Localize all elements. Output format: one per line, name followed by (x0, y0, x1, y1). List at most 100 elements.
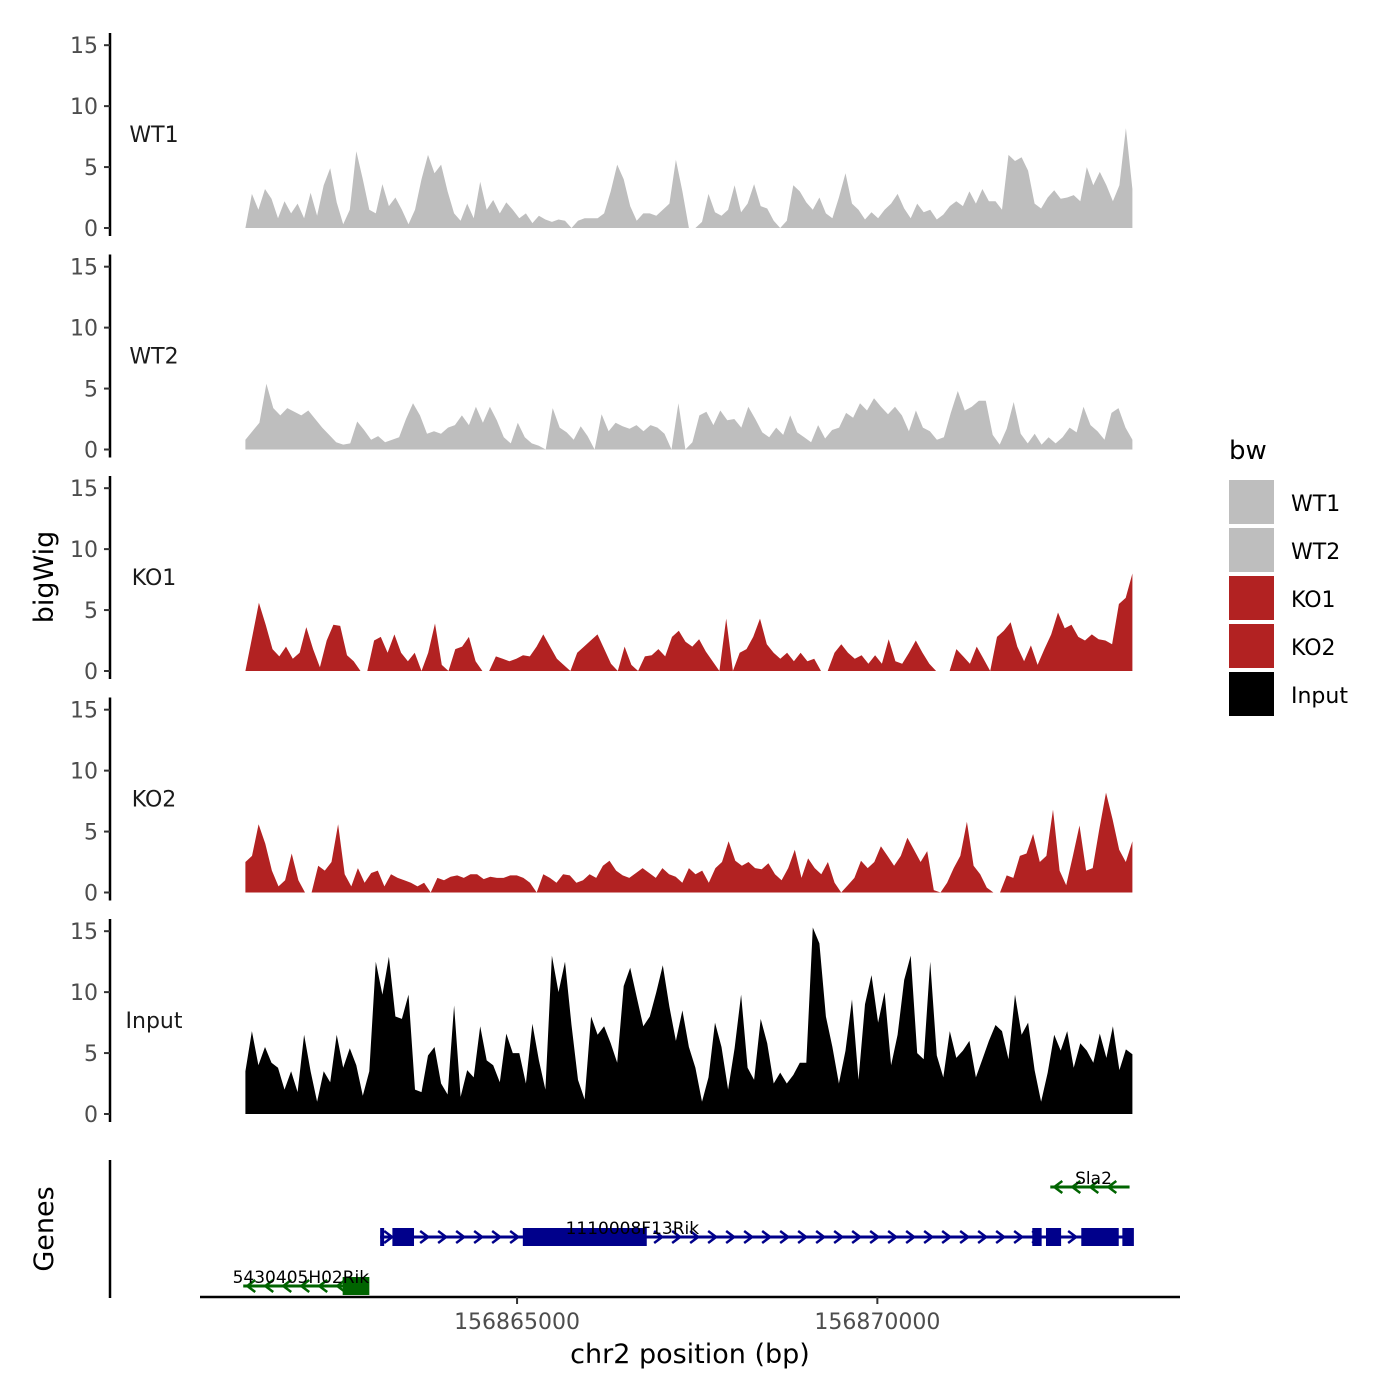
y-tick-label: 0 (84, 439, 98, 464)
series-area-ko1 (245, 573, 1133, 671)
y-tick-label: 0 (84, 1103, 98, 1128)
strand-arrow (707, 1230, 719, 1244)
legend-label: KO2 (1291, 636, 1336, 661)
y-tick-label: 0 (84, 217, 98, 242)
panel-ko1: 0 5 10 15 KO1 (70, 476, 1133, 685)
gene-sla2: Sla2 (1050, 1169, 1130, 1194)
y-tick-label: 5 (84, 599, 98, 624)
strand-arrow (869, 1230, 881, 1244)
strand-arrow (1106, 1180, 1118, 1194)
strand-arrow (797, 1230, 809, 1244)
exon (1122, 1228, 1134, 1246)
exon (1045, 1228, 1062, 1246)
strand-arrow (689, 1230, 701, 1244)
exon (1032, 1228, 1042, 1246)
y-tick-label: 15 (70, 34, 98, 59)
strand-arrow (317, 1279, 328, 1293)
strand-arrow (509, 1230, 521, 1244)
x-axis-title: chr2 position (bp) (570, 1339, 810, 1370)
panel-ko2: 0 5 10 15 KO2 (70, 697, 1133, 907)
genes-panel: Sla2 1110008F13Rik 5430405H02Rik (108, 1160, 1134, 1298)
x-tick-label: 156865000 (454, 1310, 580, 1335)
legend-key-ko1 (1229, 576, 1274, 620)
gene-label: 1110008F13Rik (566, 1219, 700, 1239)
y-tick-label: 0 (84, 660, 98, 685)
exon (522, 1228, 647, 1246)
exon (342, 1277, 370, 1295)
strand-arrow (419, 1230, 431, 1244)
gene-1110008f13rik: 1110008F13Rik (380, 1219, 1134, 1246)
strand-arrow (887, 1230, 899, 1244)
y-tick-label: 15 (70, 256, 98, 281)
panel-wt2: 0 5 10 15 WT2 (70, 254, 1133, 464)
strand-arrow (281, 1279, 292, 1293)
gene-5430405h02rik: 5430405H02Rik (233, 1268, 370, 1295)
strand-arrow (335, 1279, 346, 1293)
track-label: KO1 (132, 566, 177, 591)
strand-arrow (833, 1230, 845, 1244)
y-tick-label: 5 (84, 821, 98, 846)
track-label: Input (126, 1009, 183, 1034)
genes-axis-title: Genes (29, 1186, 60, 1271)
strand-arrow (1052, 1180, 1064, 1194)
series-area-ko2 (245, 792, 1133, 893)
strand-arrow (653, 1230, 665, 1244)
y-tick-label: 15 (70, 699, 98, 724)
y-tick-label: 10 (70, 317, 98, 342)
series-area-input (245, 927, 1133, 1114)
series-area-wt2 (245, 383, 1133, 450)
strand-arrow (455, 1230, 467, 1244)
y-tick-label: 15 (70, 477, 98, 502)
track-label: KO2 (132, 788, 177, 813)
strand-arrow (1088, 1180, 1100, 1194)
x-tick-label: 156870000 (814, 1310, 940, 1335)
y-tick-label: 10 (70, 538, 98, 563)
strand-arrow (1070, 1180, 1082, 1194)
legend-title: bw (1229, 436, 1267, 466)
y-axis-title: bigWig (29, 531, 60, 624)
strand-arrow (263, 1279, 274, 1293)
strand-arrow (1013, 1230, 1025, 1244)
y-tick-label: 5 (84, 156, 98, 181)
strand-arrow (491, 1230, 503, 1244)
strand-arrow (245, 1279, 256, 1293)
strand-arrow (743, 1230, 755, 1244)
exon (1081, 1228, 1119, 1246)
track-label: WT1 (129, 123, 178, 148)
legend-label: Input (1291, 684, 1348, 709)
legend-label: WT1 (1291, 492, 1340, 517)
strand-arrow (977, 1230, 989, 1244)
legend-key-input (1229, 672, 1274, 716)
strand-arrow (725, 1230, 737, 1244)
strand-arrow (995, 1230, 1007, 1244)
strand-arrow (779, 1230, 791, 1244)
legend-label: KO1 (1291, 588, 1336, 613)
y-tick-label: 5 (84, 378, 98, 403)
gene-label: 5430405H02Rik (233, 1268, 370, 1288)
legend-key-wt2 (1229, 528, 1274, 572)
strand-arrow (761, 1230, 773, 1244)
series-area-wt1 (245, 128, 1133, 228)
strand-arrow (1067, 1230, 1079, 1244)
legend-label: WT2 (1291, 540, 1340, 565)
strand-arrow (923, 1230, 935, 1244)
strand-arrow (905, 1230, 917, 1244)
y-tick-label: 15 (70, 920, 98, 945)
y-tick-label: 10 (70, 95, 98, 120)
panel-wt1: 0 5 10 15 WT1 (70, 33, 1133, 242)
strand-arrow (941, 1230, 953, 1244)
y-tick-label: 5 (84, 1042, 98, 1067)
strand-arrow (383, 1230, 395, 1244)
exon (392, 1228, 415, 1246)
signal-panels: 0 5 10 15 WT1 0 5 10 15 WT2 0 5 10 15 KO1 0 5 10 15 KO2 0 5 10… (70, 33, 1133, 1128)
strand-arrow (851, 1230, 863, 1244)
x-axis: 156865000 156870000 (200, 1295, 1180, 1335)
legend-key-ko2 (1229, 624, 1274, 668)
strand-arrow (299, 1279, 310, 1293)
strand-arrow (959, 1230, 971, 1244)
strand-arrow (473, 1230, 485, 1244)
panel-input: 0 5 10 15 Input (70, 919, 1133, 1128)
y-tick-label: 0 (84, 882, 98, 907)
strand-arrow (437, 1230, 449, 1244)
